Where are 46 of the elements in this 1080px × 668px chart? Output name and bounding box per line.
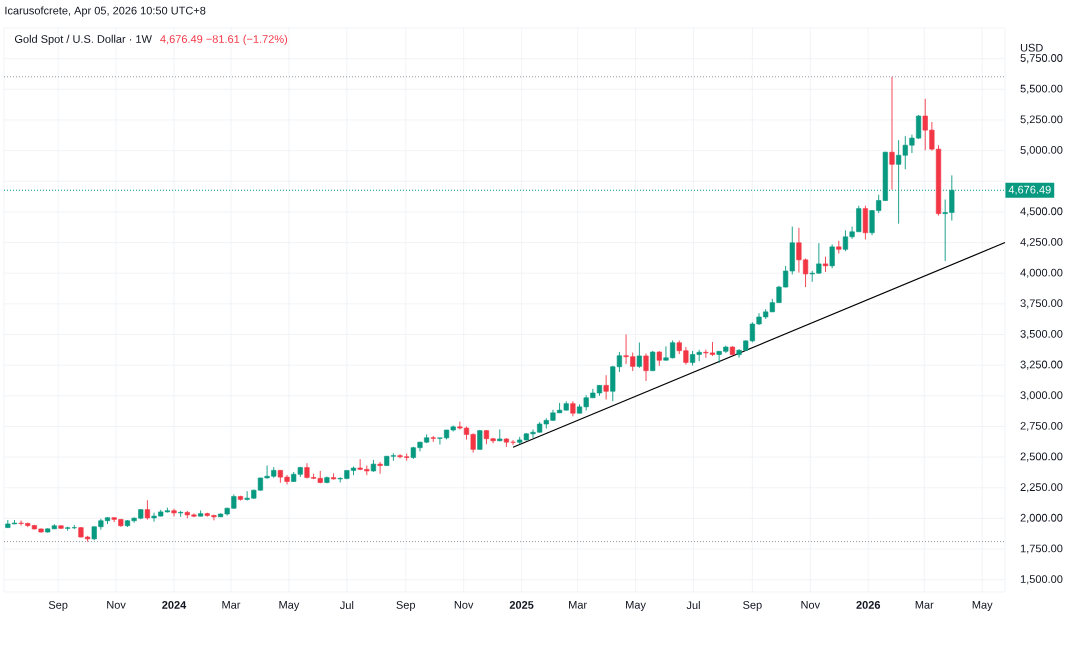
x-tick-label: Jul: [339, 601, 354, 610]
y-tick-label: 1,500.00: [1020, 575, 1063, 585]
x-tick-label: May: [279, 601, 300, 611]
x-tick-label: Mar: [222, 601, 241, 609]
y-tick-label: 5,000.00: [1020, 146, 1063, 156]
y-tick-label: 3,000.00: [1020, 391, 1063, 401]
x-tick-label: Mar: [915, 601, 934, 609]
x-tick-label: May: [626, 601, 646, 611]
y-axis-title: USD: [1020, 43, 1043, 52]
x-tick-label: 2024: [162, 601, 187, 609]
y-tick-label: 5,250.00: [1020, 115, 1063, 125]
y-tick-label: 5,500.00: [1020, 84, 1063, 94]
candlestick: [636, 342, 642, 369]
y-tick-label: 2,500.00: [1020, 452, 1063, 462]
x-tick-label: Sep: [396, 601, 416, 612]
y-tick-label: 3,500.00: [1020, 329, 1063, 340]
candlestick: [643, 353, 649, 382]
candlestick: [603, 374, 609, 400]
y-tick-label: 2,000.00: [1020, 513, 1063, 523]
candlestick: [889, 76, 895, 190]
x-tick-label: Nov: [801, 601, 821, 609]
x-tick-label: Sep: [743, 601, 762, 612]
x-tick-label: Jul: [686, 601, 700, 610]
ref-line-label: 4,676.49: [1008, 185, 1051, 195]
x-tick-label: Nov: [454, 601, 474, 609]
y-tick-label: 3,750.00: [1020, 299, 1063, 309]
text: 4,676.49 −81.61 (−1.72%): [160, 34, 288, 46]
x-tick-label: May: [972, 601, 993, 611]
y-tick-label: 3,250.00: [1020, 360, 1063, 370]
y-tick-label: 2,250.00: [1020, 483, 1063, 493]
text: Gold Spot / U.S. Dollar · 1W: [14, 34, 152, 46]
candlestick: [377, 461, 383, 475]
y-tick-label: 1,750.00: [1020, 544, 1063, 554]
y-tick-label: 4,000.00: [1020, 268, 1063, 278]
text: Icarusofcrete, Apr 05, 2026 10:50 UTC+8: [5, 6, 206, 17]
candlestick: [144, 499, 150, 521]
x-tick-label: Mar: [569, 601, 587, 609]
candlestick: [829, 243, 835, 269]
x-tick-label: 2025: [509, 601, 534, 609]
x-tick-label: 2026: [856, 601, 881, 609]
x-tick-label: Sep: [48, 601, 68, 612]
y-tick-label: 5,750.00: [1020, 54, 1063, 64]
y-tick-label: 4,500.00: [1020, 207, 1063, 217]
y-tick-label: 4,250.00: [1020, 238, 1063, 248]
x-tick-label: Nov: [107, 601, 126, 609]
y-tick-label: 2,750.00: [1020, 421, 1063, 432]
